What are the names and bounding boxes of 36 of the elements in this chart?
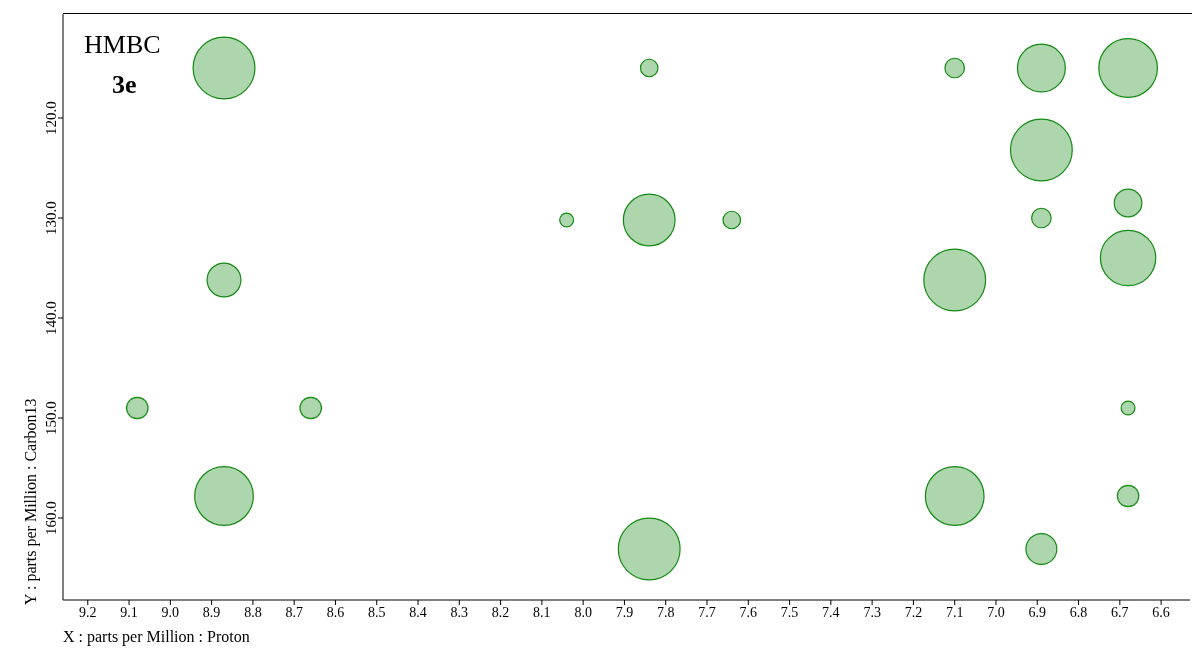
x-tick-label: 8.2 xyxy=(491,604,510,620)
x-tick-label: 6.9 xyxy=(1028,604,1047,620)
x-tick-label: 7.3 xyxy=(863,604,881,620)
x-tick-label: 9.1 xyxy=(120,604,138,620)
x-tick-label: 7.0 xyxy=(987,604,1005,620)
x-axis-title: X : parts per Million : Proton xyxy=(63,628,250,646)
x-tick-label: 8.9 xyxy=(202,604,221,620)
y-axis-title: Y : parts per Million : Carbon13 xyxy=(22,398,40,605)
x-tick-label: 8.5 xyxy=(367,604,386,620)
x-tick-label: 9.0 xyxy=(161,604,180,620)
x-tick-label: 8.0 xyxy=(574,604,592,620)
y-tick-label: 120.0 xyxy=(43,101,59,135)
x-tick-label: 7.7 xyxy=(698,604,716,620)
x-tick-label: 7.6 xyxy=(739,604,758,620)
x-tick-label: 6.6 xyxy=(1152,604,1170,620)
x-tick-label: 6.8 xyxy=(1069,604,1088,620)
x-tick-label: 8.7 xyxy=(285,604,303,620)
y-tick-label: 150.0 xyxy=(43,401,59,435)
x-tick-label: 8.1 xyxy=(533,604,551,620)
x-tick-label: 7.8 xyxy=(656,604,675,620)
y-tick-label: 160.0 xyxy=(43,501,59,535)
x-tick-label: 8.6 xyxy=(326,604,345,620)
y-tick-label: 130.0 xyxy=(43,201,59,235)
x-tick-label: 7.2 xyxy=(904,604,923,620)
x-tick-label: 8.8 xyxy=(244,604,262,620)
x-tick-label: 8.4 xyxy=(409,604,427,620)
y-tick-label: 140.0 xyxy=(43,301,59,335)
annotation: HMBC xyxy=(84,30,161,60)
x-tick-label: 7.1 xyxy=(945,604,964,620)
x-tick-label: 7.4 xyxy=(822,604,840,620)
x-tick-label: 8.3 xyxy=(450,604,469,620)
annotation: 3e xyxy=(112,70,137,100)
x-tick-label: 9.2 xyxy=(79,604,97,620)
x-tick-label: 7.5 xyxy=(780,604,799,620)
x-tick-label: 7.9 xyxy=(615,604,634,620)
x-tick-label: 6.7 xyxy=(1111,604,1129,620)
